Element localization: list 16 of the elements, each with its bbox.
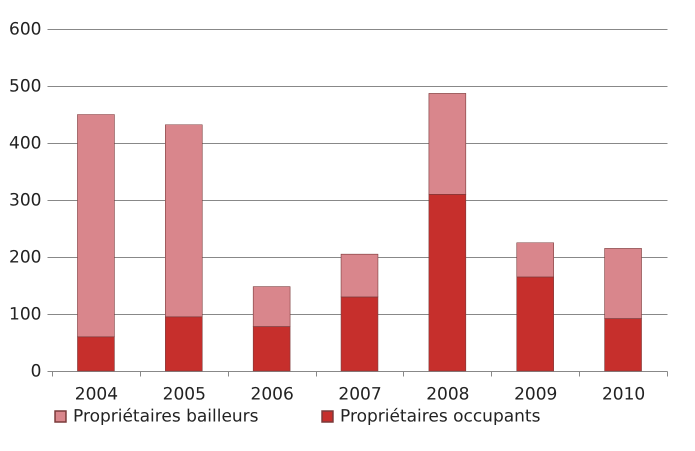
x-tick-label: 2007 (338, 384, 382, 404)
y-tick-label: 100 (9, 304, 42, 324)
x-tick-label: 2005 (162, 384, 206, 404)
x-tick-label: 2006 (250, 384, 294, 404)
x-tick-label: 2004 (74, 384, 118, 404)
y-tick-label: 500 (9, 76, 42, 96)
y-tick-label: 0 (30, 362, 42, 382)
x-tick-label: 2010 (602, 384, 646, 404)
legend-label: Propriétaires occupants (340, 406, 541, 427)
y-tick-label: 600 (9, 20, 42, 40)
x-tick-label: 2009 (514, 384, 558, 404)
x-tick-label: 2008 (426, 384, 470, 404)
legend-label: Propriétaires bailleurs (73, 406, 259, 427)
y-tick-label: 200 (9, 248, 42, 268)
y-tick-label: 300 (9, 190, 42, 210)
y-tick-label: 400 (9, 134, 42, 154)
